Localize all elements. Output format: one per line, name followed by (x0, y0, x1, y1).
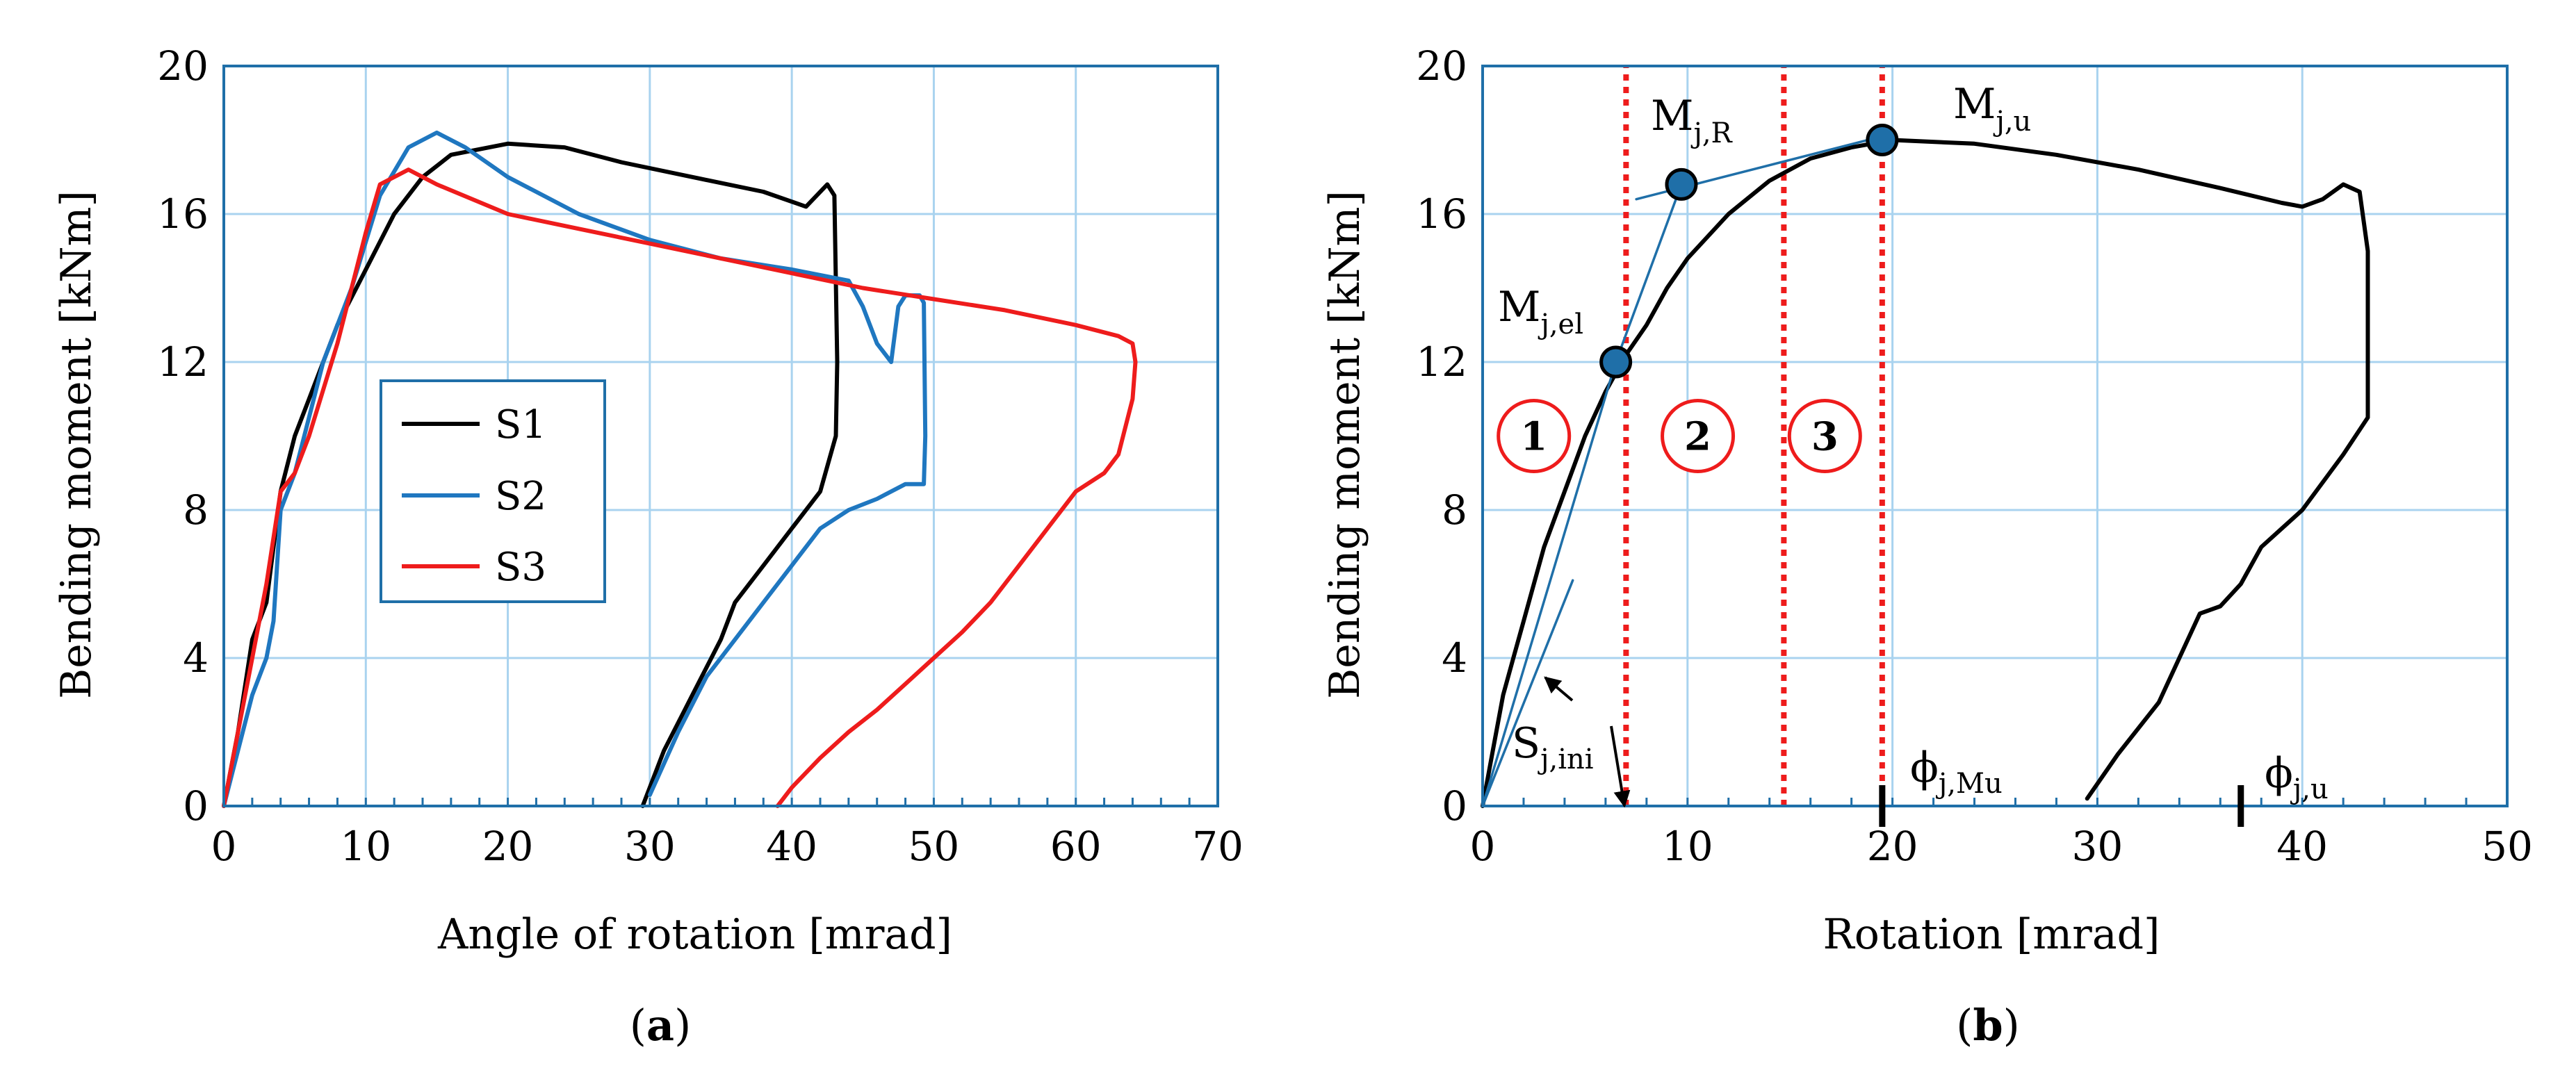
label-mj-el: Mj,el (1498, 283, 1583, 340)
grid-lines (224, 66, 1218, 806)
x-tick-label: 0 (211, 823, 237, 870)
y-tick-label: 0 (183, 782, 209, 830)
zone-boundary-lines (1623, 66, 1885, 806)
legend-label-s3: S3 (495, 545, 546, 590)
label-phi-j-mu: ϕj,Mu (1910, 743, 2003, 800)
key-points (1599, 124, 1899, 379)
x-tick-label: 50 (908, 823, 960, 870)
y-tick-label: 16 (1416, 190, 1467, 238)
key-point-j-r (1665, 167, 1698, 201)
x-tick-label: 0 (1470, 823, 1496, 870)
legend-label-s2: S2 (495, 474, 546, 519)
series-line-initial-stiffness-line (1481, 579, 1574, 807)
x-tick-label: 60 (1050, 823, 1102, 870)
x-tick-label: 30 (624, 823, 676, 870)
plot-frame (1481, 65, 2509, 807)
label-mj-r: Mj,R (1651, 92, 1734, 149)
zone-circle-1 (1497, 399, 1572, 473)
chart-panel-a: 0 4 8 12 16 20 0 10 20 30 40 50 60 70 Angle of rotat… (52, 42, 1244, 1051)
series-line-s3 (222, 167, 1138, 808)
x-tick-label: 30 (2071, 823, 2123, 870)
y-tick-label: 4 (183, 634, 209, 682)
x-tick-label: 70 (1192, 823, 1244, 870)
zone-labels: 1 2 3 (1497, 399, 1862, 473)
panel-caption-b: (b) (1956, 1000, 2020, 1051)
zone-label-3: 3 (1811, 414, 1839, 460)
y-tick-labels: 0 4 8 12 16 20 (157, 42, 209, 830)
legend-label-s1: S1 (495, 402, 546, 447)
label-s-j-ini: Sj,ini (1512, 719, 1594, 775)
y-tick-label: 12 (1416, 338, 1467, 386)
series-line-s2 (222, 130, 928, 808)
series-group (222, 130, 1138, 808)
zone-label-1: 1 (1520, 414, 1547, 460)
y-tick-label: 20 (1416, 42, 1467, 90)
x-tick-labels: 0 10 20 30 40 50 (1470, 823, 2533, 870)
y-tick-label: 16 (157, 190, 209, 238)
y-tick-label: 8 (1442, 486, 1467, 534)
y-tick-label: 8 (183, 486, 209, 534)
label-mj-u: Mj,u (1953, 80, 2031, 138)
zone-label-2: 2 (1684, 414, 1711, 460)
legend: S1 S2 S3 (380, 379, 606, 603)
y-tick-labels: 0 4 8 12 16 20 (1416, 42, 1467, 830)
axes-frame (222, 65, 1219, 807)
series-line-s1 (222, 141, 840, 808)
x-tick-label: 20 (482, 823, 534, 870)
x-tick-label: 50 (2481, 823, 2533, 870)
zone-circle-3 (1787, 399, 1862, 473)
x-axis-label: Angle of rotation [mrad] (437, 910, 952, 959)
axes-frame (1481, 65, 2509, 807)
x-tick-label: 10 (340, 823, 391, 870)
x-tick-labels: 0 10 20 30 40 50 60 70 (211, 823, 1244, 870)
key-point-j-u (1866, 124, 1899, 156)
x-tick-label: 20 (1867, 823, 1918, 870)
y-tick-label: 12 (157, 338, 209, 386)
panel-caption-a: (a) (630, 1000, 692, 1051)
arrow-to-axis (1610, 725, 1631, 808)
axis-markers (1879, 785, 2244, 827)
y-axis-label: Bending moment [kNm] (52, 190, 101, 699)
y-tick-label: 20 (157, 42, 209, 90)
series-line-test-curve (1481, 138, 2370, 808)
y-tick-label: 0 (1442, 782, 1467, 830)
x-tick-label: 40 (2276, 823, 2328, 870)
label-phi-j-u: ϕj,u (2265, 749, 2329, 805)
series-group (1481, 135, 2370, 808)
x-tick-label: 10 (1662, 823, 1713, 870)
legend-box (380, 379, 606, 603)
plot-frame (222, 65, 1219, 807)
y-tick-label: 4 (1442, 634, 1467, 682)
zone-circle-2 (1661, 399, 1736, 473)
arrow-to-stiffness-line (1544, 676, 1574, 702)
x-tick-label: 40 (766, 823, 817, 870)
key-point-j-el (1599, 345, 1633, 379)
x-axis-label: Rotation [mrad] (1823, 910, 2160, 959)
grid-lines (1483, 66, 2507, 806)
y-axis-label: Bending moment [kNm] (1321, 190, 1369, 699)
series-line-elastic-to-resistance-line (1481, 183, 1683, 807)
